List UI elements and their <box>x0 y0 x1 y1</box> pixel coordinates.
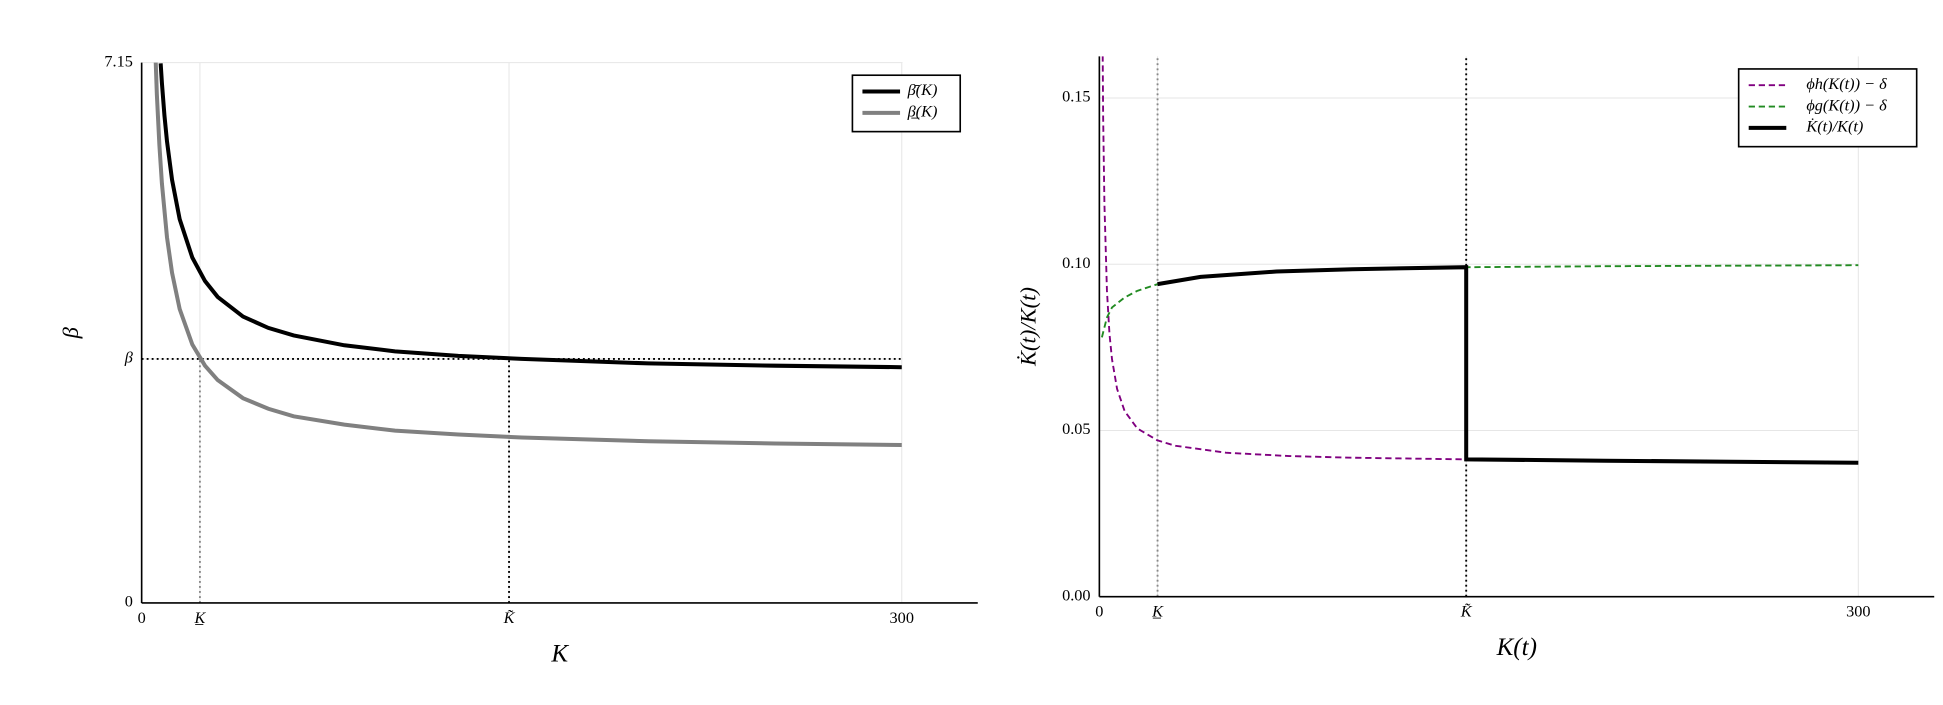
y-tick-label: 7.15 <box>104 51 133 70</box>
y-tick-label: 0.10 <box>1062 253 1091 272</box>
y-tick-label: 0.00 <box>1062 585 1091 604</box>
y-tick-label: 0 <box>125 592 133 611</box>
legend-label: β̲(K) <box>907 102 938 121</box>
y-axis-label: β <box>58 326 83 339</box>
x-tick-label: 0 <box>1095 602 1103 621</box>
legend-label: β̄(K) <box>907 80 938 99</box>
x-tick-label: K̲ <box>193 608 206 627</box>
x-tick-label: K̃ <box>503 608 516 627</box>
y-tick-label: 0.15 <box>1062 87 1091 106</box>
y-tick-label: β <box>124 348 134 367</box>
legend-box <box>851 74 962 133</box>
series-line <box>153 62 902 448</box>
legend-box <box>1737 68 1918 148</box>
x-axis-label: K <box>550 640 569 667</box>
x-tick-label: 300 <box>890 608 914 627</box>
x-tick-label: 300 <box>1846 602 1870 621</box>
x-axis-label: K(t) <box>1496 634 1537 661</box>
series-line <box>1157 265 1859 465</box>
series-line <box>1101 56 1467 461</box>
x-tick-label: 0 <box>138 608 146 627</box>
series-line <box>158 63 902 370</box>
legend-label: ϕg(K(t)) − δ <box>1806 95 1887 114</box>
y-tick-label: 0.05 <box>1062 419 1091 438</box>
legend-label: K̇(t)/K(t) <box>1805 117 1863 136</box>
legend-label: ϕh(K(t)) − δ <box>1806 74 1887 93</box>
x-tick-label: K̃ <box>1460 602 1473 621</box>
y-axis-label: K̇(t)/K(t) <box>1016 287 1041 367</box>
x-tick-label: K̲ <box>1151 602 1164 621</box>
